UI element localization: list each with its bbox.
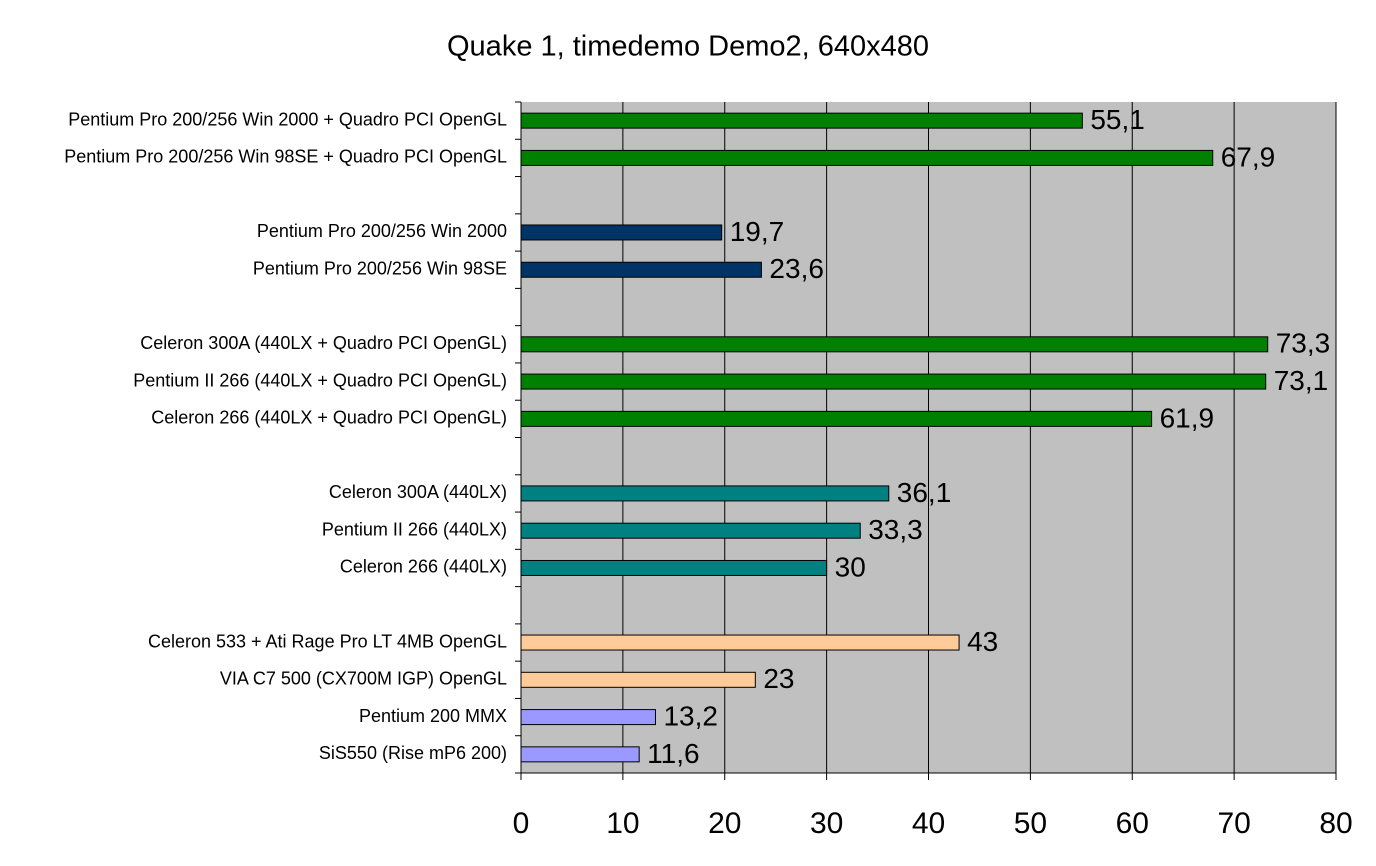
chart-title: Quake 1, timedemo Demo2, 640x480 xyxy=(447,31,929,63)
bar xyxy=(520,634,960,651)
y-tick-label: VIA C7 500 (CX700M IGP) OpenGL xyxy=(220,669,507,689)
x-tick-label: 70 xyxy=(1217,807,1250,840)
x-tick-label: 0 xyxy=(513,807,530,840)
y-tick-label: SiS550 (Rise mP6 200) xyxy=(319,743,507,763)
bar xyxy=(520,261,762,278)
x-tick-label: 50 xyxy=(1014,807,1047,840)
y-tick-label: Celeron 300A (440LX + Quadro PCI OpenGL) xyxy=(140,333,507,353)
x-tick-label: 10 xyxy=(606,807,639,840)
value-label: 55,1 xyxy=(1090,104,1145,135)
x-tick-label: 40 xyxy=(912,807,945,840)
bar xyxy=(520,112,1083,129)
value-label: 67,9 xyxy=(1221,141,1276,172)
y-tick-label: Celeron 266 (440LX) xyxy=(340,557,507,577)
y-tick-label: Pentium 200 MMX xyxy=(359,706,507,726)
value-label: 19,7 xyxy=(730,216,785,247)
bar xyxy=(520,559,828,576)
bar xyxy=(520,373,1267,390)
y-tick-label: Celeron 533 + Ati Rage Pro LT 4MB OpenGL xyxy=(148,631,507,651)
bar xyxy=(520,522,861,539)
bar xyxy=(520,485,890,502)
value-label: 13,2 xyxy=(663,700,718,731)
value-label: 23,6 xyxy=(769,253,824,284)
value-label: 61,9 xyxy=(1160,402,1215,433)
y-tick-label: Celeron 266 (440LX + Quadro PCI OpenGL) xyxy=(151,408,507,428)
y-tick-label: Pentium Pro 200/256 Win 98SE + Quadro PC… xyxy=(64,147,507,167)
y-tick-label: Pentium II 266 (440LX) xyxy=(322,519,507,539)
value-label: 23 xyxy=(763,663,794,694)
x-tick-label: 60 xyxy=(1116,807,1149,840)
value-label: 73,1 xyxy=(1274,365,1329,396)
x-tick-label: 80 xyxy=(1319,807,1352,840)
value-label: 11,6 xyxy=(647,738,699,769)
bar xyxy=(520,224,723,241)
x-tick-label: 20 xyxy=(708,807,741,840)
value-label: 43 xyxy=(967,626,998,657)
bar xyxy=(520,149,1214,166)
y-tick-label: Celeron 300A (440LX) xyxy=(329,482,507,502)
bar xyxy=(520,709,656,726)
value-label: 36,1 xyxy=(897,477,952,508)
y-tick-label: Pentium Pro 200/256 Win 2000 + Quadro PC… xyxy=(68,109,507,129)
value-label: 73,3 xyxy=(1276,328,1331,359)
y-tick-label: Pentium Pro 200/256 Win 2000 xyxy=(257,221,507,241)
bar xyxy=(520,671,756,688)
y-tick-label: Pentium II 266 (440LX + Quadro PCI OpenG… xyxy=(133,370,507,390)
y-tick-label: Pentium Pro 200/256 Win 98SE xyxy=(253,259,507,279)
bar xyxy=(520,746,640,763)
bar xyxy=(520,336,1269,353)
bar xyxy=(520,410,1153,427)
value-label: 33,3 xyxy=(868,514,923,545)
value-label: 30 xyxy=(835,551,866,582)
x-tick-label: 30 xyxy=(810,807,843,840)
